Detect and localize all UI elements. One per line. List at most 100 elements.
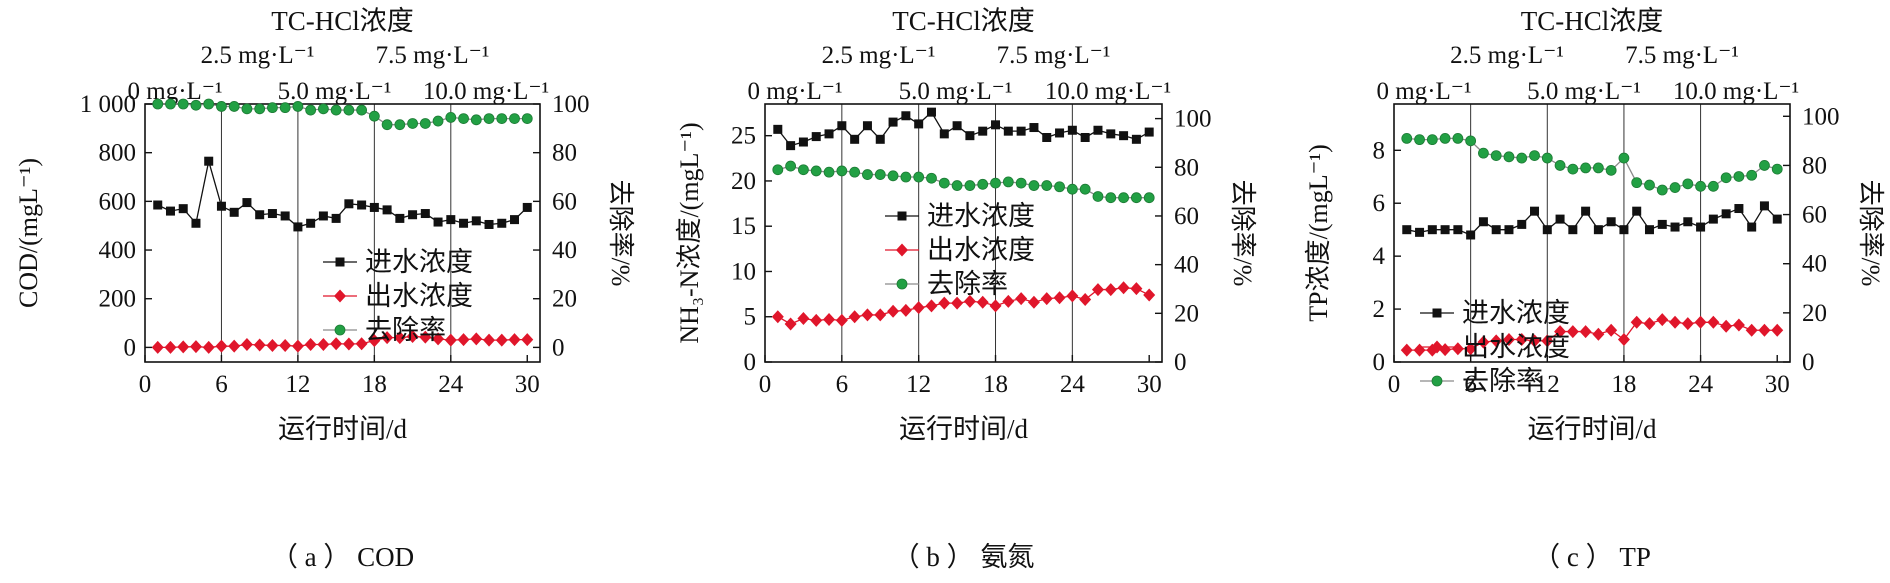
data-point [977,178,989,190]
y2-tick-label: 100 [552,91,590,118]
y-tick-label: 600 [99,188,137,215]
data-point [433,217,443,227]
data-point [952,121,962,131]
data-point [1466,230,1476,240]
data-point [305,104,317,116]
data-point [1580,162,1592,174]
data-point [1414,134,1425,146]
data-point [266,338,279,352]
x-tick-label: 30 [1765,371,1790,398]
data-point [913,171,925,183]
series-diamond [771,281,1156,331]
data-point [470,114,482,126]
x-tick-label: 6 [215,371,228,398]
data-point [381,119,393,131]
data-point [1079,293,1092,307]
data-point [1759,160,1770,171]
data-point [914,119,924,129]
data-point [342,337,355,351]
plot-frame [144,103,541,363]
data-point [1066,183,1078,195]
data-point [1053,291,1066,305]
x-tick-label: 24 [1060,371,1086,398]
data-point [509,113,520,125]
y-tick-label: 20 [731,168,756,195]
data-point [989,299,1002,313]
legend-label: 去除率 [927,269,1008,299]
x-tick-label: 24 [1688,371,1714,398]
chart-title: TC-HCl浓度 [1521,6,1664,36]
x-tick-label: 12 [906,371,931,398]
data-point [1464,342,1477,356]
data-point [1427,225,1437,235]
legend-label: 进水浓度 [1462,298,1570,328]
data-point [1707,180,1719,192]
data-point [293,222,303,232]
data-point [1630,315,1643,329]
y2-tick-label: 40 [1802,251,1827,278]
y-tick-label: 2 [1373,296,1386,323]
data-point [253,338,266,352]
data-point [304,337,317,351]
data-point [330,337,343,351]
data-point [798,164,809,176]
data-point [1478,217,1488,227]
data-point [191,218,201,228]
series-diamond [151,329,534,354]
data-point [874,169,886,180]
data-point [522,202,532,212]
data-point [1490,334,1503,348]
legend-label: 进水浓度 [365,247,473,277]
data-point [1118,192,1129,204]
data-point [1579,325,1592,339]
y2-axis-title: 去除率/% [1856,180,1885,287]
x-tick-label: 6 [1464,371,1477,398]
data-point [1720,319,1733,333]
data-point [279,338,292,352]
data-point [279,102,291,114]
data-point [497,218,507,228]
x-axis-title: 运行时间/d [899,414,1029,444]
data-point [240,337,253,351]
data-point [1581,206,1591,216]
y-tick-label: 200 [99,286,137,313]
x-tick-label: 30 [515,371,540,398]
y2-tick-label: 40 [552,237,577,264]
data-point [1504,225,1514,235]
y2-tick-label: 20 [1802,300,1827,327]
data-point [1066,289,1079,303]
data-point [344,199,354,209]
y2-tick-label: 100 [1802,103,1840,130]
data-point [786,141,796,151]
data-point [267,102,278,114]
data-point [938,296,951,310]
x-tick-label: 12 [1535,371,1560,398]
data-point [1681,317,1694,331]
data-point [939,129,949,139]
data-point [811,132,821,142]
data-point [1592,327,1605,341]
data-point [306,218,316,228]
x-tick-label: 24 [438,371,464,398]
data-point [1092,191,1104,202]
data-point [369,202,379,212]
y-tick-label: 5 [744,304,757,331]
data-point [849,166,861,178]
data-point [165,98,176,110]
legend-marker [896,278,908,290]
data-point [1619,225,1629,235]
data-point [771,310,784,324]
series-line [1406,137,1778,191]
chart-title: TC-HCl浓度 [892,6,1035,36]
data-point [1530,206,1540,216]
data-point [483,333,496,347]
data-point [861,308,874,322]
data-point [241,103,253,115]
data-point [393,331,406,345]
data-point [318,211,328,221]
data-point [382,205,392,215]
data-point [317,337,330,351]
y-tick-label: 0 [1373,349,1386,376]
data-point [1732,318,1745,332]
